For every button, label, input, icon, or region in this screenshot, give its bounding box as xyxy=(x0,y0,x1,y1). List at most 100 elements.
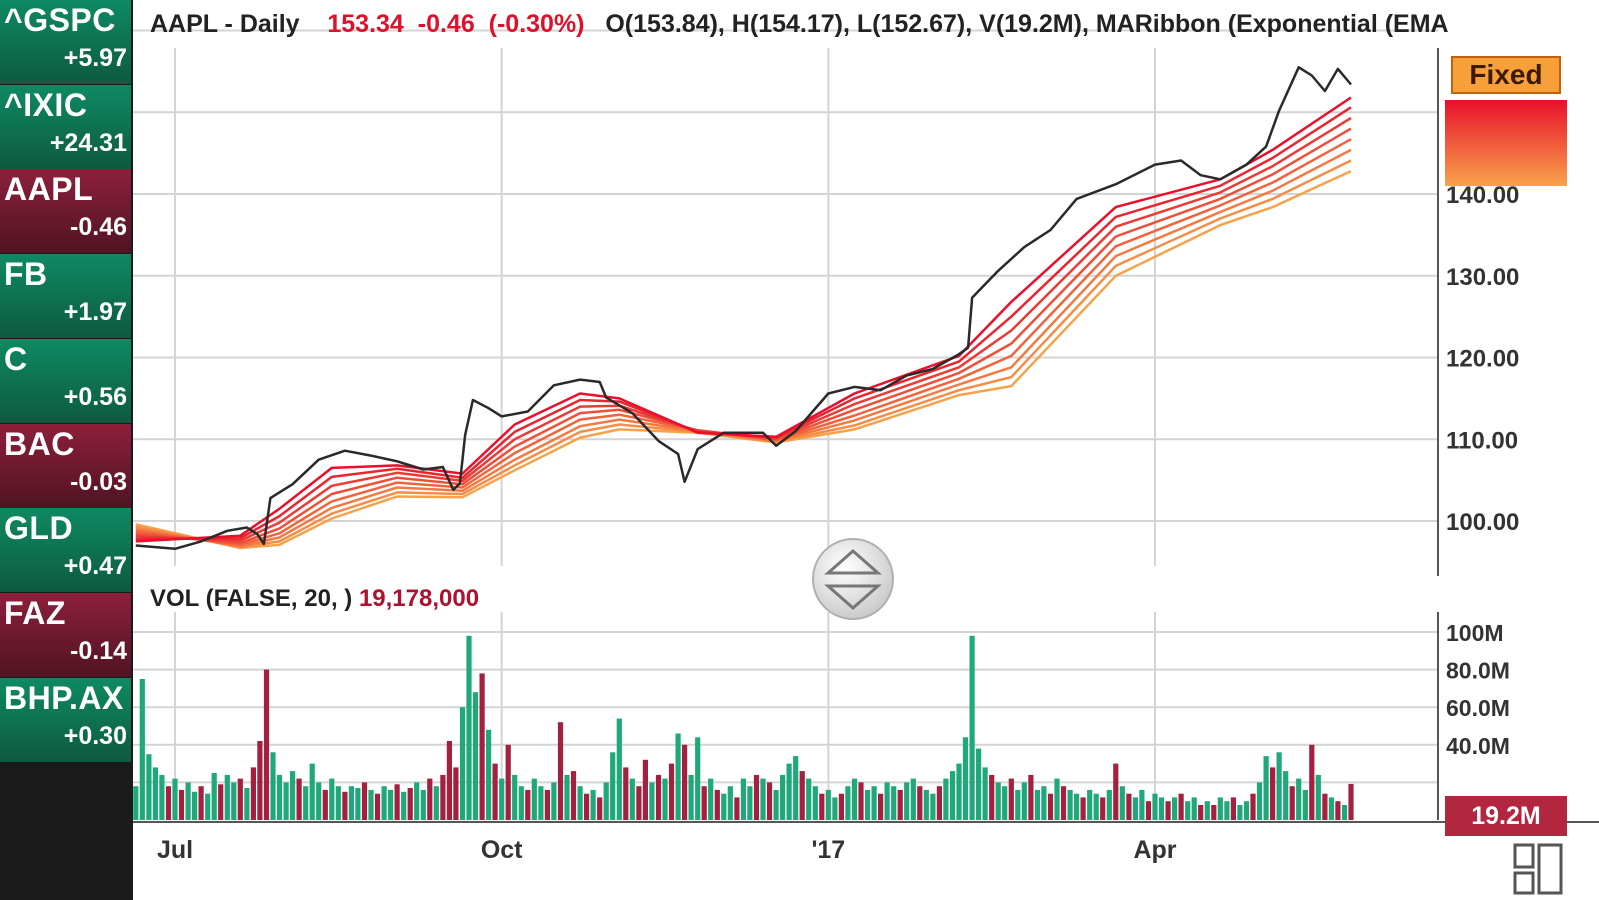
watchlist-item[interactable]: BAC -0.03 xyxy=(0,423,131,508)
volume-bar xyxy=(708,778,714,820)
volume-header: VOL (FALSE, 20, ) 19,178,000 xyxy=(150,585,479,613)
volume-bar xyxy=(335,786,341,820)
volume-bar xyxy=(773,789,779,820)
volume-bar xyxy=(655,774,662,820)
chart-area[interactable]: 100.00 110.00 120.00 130.00 140.00 Jul Oct '17 A… xyxy=(133,0,1599,900)
volume-bar xyxy=(205,793,211,820)
volume-bar xyxy=(1185,801,1191,820)
volume-bar xyxy=(982,767,988,820)
volume-bar xyxy=(734,797,740,820)
volume-bar xyxy=(603,782,609,820)
scale-mode-button[interactable]: Fixed xyxy=(1451,56,1561,94)
volume-bar xyxy=(799,771,805,820)
volume-bar xyxy=(388,789,394,820)
grid-layer xyxy=(133,29,1438,820)
volume-bar xyxy=(780,774,786,820)
watchlist-item[interactable]: ^IXIC +24.31 xyxy=(0,84,131,169)
watchlist-panel: ^GSPC +5.97 ^IXIC +24.31 AAPL -0.46 FB +1.97 C +0… xyxy=(0,0,133,900)
volume-bar xyxy=(616,718,622,820)
volume-bar xyxy=(479,673,485,820)
volume-bar xyxy=(570,771,577,820)
volume-bar xyxy=(283,782,289,820)
volume-bar xyxy=(949,771,956,820)
volume-bar xyxy=(414,782,420,820)
volume-bar xyxy=(309,763,315,820)
watchlist-item[interactable]: BHP.AX +0.30 xyxy=(0,677,131,762)
ribbon-ema-line xyxy=(135,106,1352,541)
volume-bar xyxy=(361,782,368,820)
price-change-pct: (-0.30%) xyxy=(488,10,585,38)
volume-bar xyxy=(976,748,982,820)
volume-bar xyxy=(1296,778,1302,820)
arrow-down-icon xyxy=(824,584,882,610)
volume-bar xyxy=(1119,786,1125,820)
watchlist-item[interactable]: ^GSPC +5.97 xyxy=(0,0,131,84)
volume-bar xyxy=(695,737,701,820)
volume-bar xyxy=(538,786,544,820)
layout-toggle-icon[interactable] xyxy=(1513,843,1563,895)
volume-bar xyxy=(878,793,884,820)
ribbon-ema-line xyxy=(135,138,1352,546)
volume-bar xyxy=(172,778,178,820)
volume-bar xyxy=(956,763,962,820)
volume-bar xyxy=(185,782,191,820)
volume-bar xyxy=(1028,774,1034,820)
watchlist-item[interactable]: C +0.56 xyxy=(0,338,131,423)
volume-bar xyxy=(1270,767,1276,820)
volume-bar xyxy=(629,778,635,820)
watchlist-item[interactable]: GLD +0.47 xyxy=(0,508,131,593)
volume-bar xyxy=(1217,797,1223,820)
volume-bar xyxy=(459,707,466,820)
volume-bar xyxy=(466,635,472,820)
volume-bar xyxy=(146,754,152,820)
panel-resize-handle[interactable] xyxy=(812,538,894,620)
volume-bar xyxy=(427,778,433,820)
volume-bar xyxy=(610,752,616,820)
price-chart-svg[interactable]: 100.00 110.00 120.00 130.00 140.00 Jul Oct '17 A… xyxy=(133,0,1599,900)
volume-bar xyxy=(486,729,492,820)
volume-bar xyxy=(1015,789,1021,820)
volume-bar xyxy=(943,778,949,820)
volume-bar xyxy=(1178,793,1184,820)
volume-bar xyxy=(290,771,296,820)
volume-bar xyxy=(623,767,629,820)
ribbon-ema-line xyxy=(135,169,1352,550)
volume-bar xyxy=(636,786,642,820)
volume-bar xyxy=(276,774,283,820)
watchlist-item[interactable]: FAZ -0.14 xyxy=(0,592,131,677)
watchlist-item[interactable]: FB +1.97 xyxy=(0,254,131,339)
volume-bar xyxy=(675,733,681,820)
price-tick-label: 110.00 xyxy=(1446,427,1518,454)
price-change: -0.46 xyxy=(417,10,475,38)
symbol-period: AAPL - Daily xyxy=(150,10,300,38)
time-tick-label: Jul xyxy=(157,836,193,864)
volume-tick-label: 60.0M xyxy=(1446,695,1510,721)
volume-bar xyxy=(420,789,426,820)
volume-bar xyxy=(1132,797,1138,820)
time-tick-label: Oct xyxy=(481,836,523,864)
volume-bar xyxy=(923,789,929,820)
volume-bar xyxy=(1283,771,1289,820)
volume-bar xyxy=(139,679,145,820)
volume-bar xyxy=(355,788,361,820)
volume-bar xyxy=(407,788,413,820)
watchlist-item[interactable]: AAPL -0.46 xyxy=(0,169,131,254)
volume-bar xyxy=(374,793,381,820)
volume-bar xyxy=(649,782,655,820)
axis-layer: 100.00 110.00 120.00 130.00 140.00 Jul Oct '17 A… xyxy=(133,48,1599,864)
watchlist-symbol: AAPL xyxy=(4,171,94,208)
ribbon-ema-line xyxy=(135,159,1352,549)
volume-bar xyxy=(668,763,675,820)
volume-bar xyxy=(1067,789,1073,820)
volume-bar xyxy=(1047,793,1054,820)
volume-bar xyxy=(381,786,387,820)
price-tick-label: 140.00 xyxy=(1446,182,1519,209)
volume-bar xyxy=(1093,793,1099,820)
volume-bar xyxy=(492,763,498,820)
volume-bar xyxy=(917,786,923,820)
volume-bar xyxy=(1158,797,1165,820)
volume-bar xyxy=(1198,805,1204,820)
volume-bar xyxy=(1341,805,1348,820)
volume-bar xyxy=(218,784,224,820)
volume-bar xyxy=(851,778,858,820)
